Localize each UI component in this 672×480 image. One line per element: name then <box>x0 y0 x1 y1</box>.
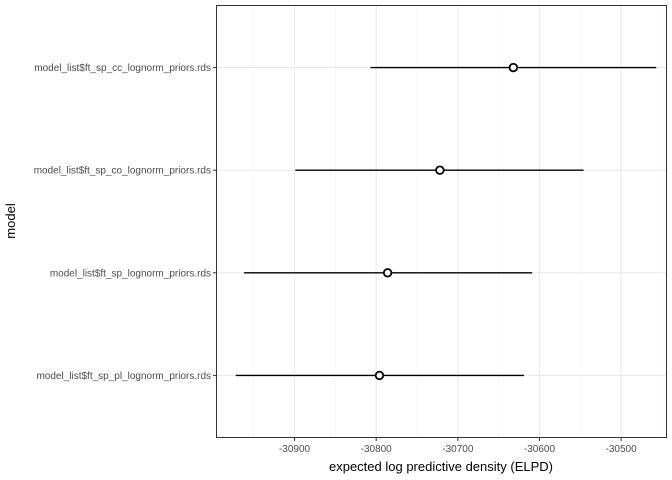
estimate-point <box>382 268 393 278</box>
y-axis-title: model <box>3 203 18 239</box>
estimate-point <box>435 165 445 175</box>
y-tick-label: model_list$ft_sp_pl_lognorm_priors.rds <box>36 371 211 382</box>
y-tick-label: model_list$ft_sp_lognorm_priors.rds <box>50 268 211 279</box>
interval-lines <box>235 66 657 377</box>
x-tick-label: -30900 <box>279 444 311 455</box>
y-axis-ticks: model_list$ft_sp_cc_lognorm_priors.rdsmo… <box>34 63 217 382</box>
y-tick-label: model_list$ft_sp_co_lognorm_priors.rds <box>34 166 211 177</box>
minor-gridlines <box>253 6 663 437</box>
x-tick-label: -30800 <box>361 444 393 455</box>
x-tick-label: -30700 <box>442 444 474 455</box>
x-tick-label: -30600 <box>524 444 556 455</box>
x-tick-label: -30500 <box>606 444 638 455</box>
x-axis-ticks: -30900 -30800 -30700 -30600 -30500 <box>279 437 638 455</box>
estimate-points <box>374 62 519 381</box>
estimate-point <box>508 62 519 73</box>
x-axis-title: expected log predictive density (ELPD) <box>329 459 553 474</box>
panel-border <box>216 5 667 438</box>
y-tick-label: model_list$ft_sp_cc_lognorm_priors.rds <box>34 63 211 74</box>
estimate-point <box>374 370 385 381</box>
major-gridlines <box>217 6 666 437</box>
